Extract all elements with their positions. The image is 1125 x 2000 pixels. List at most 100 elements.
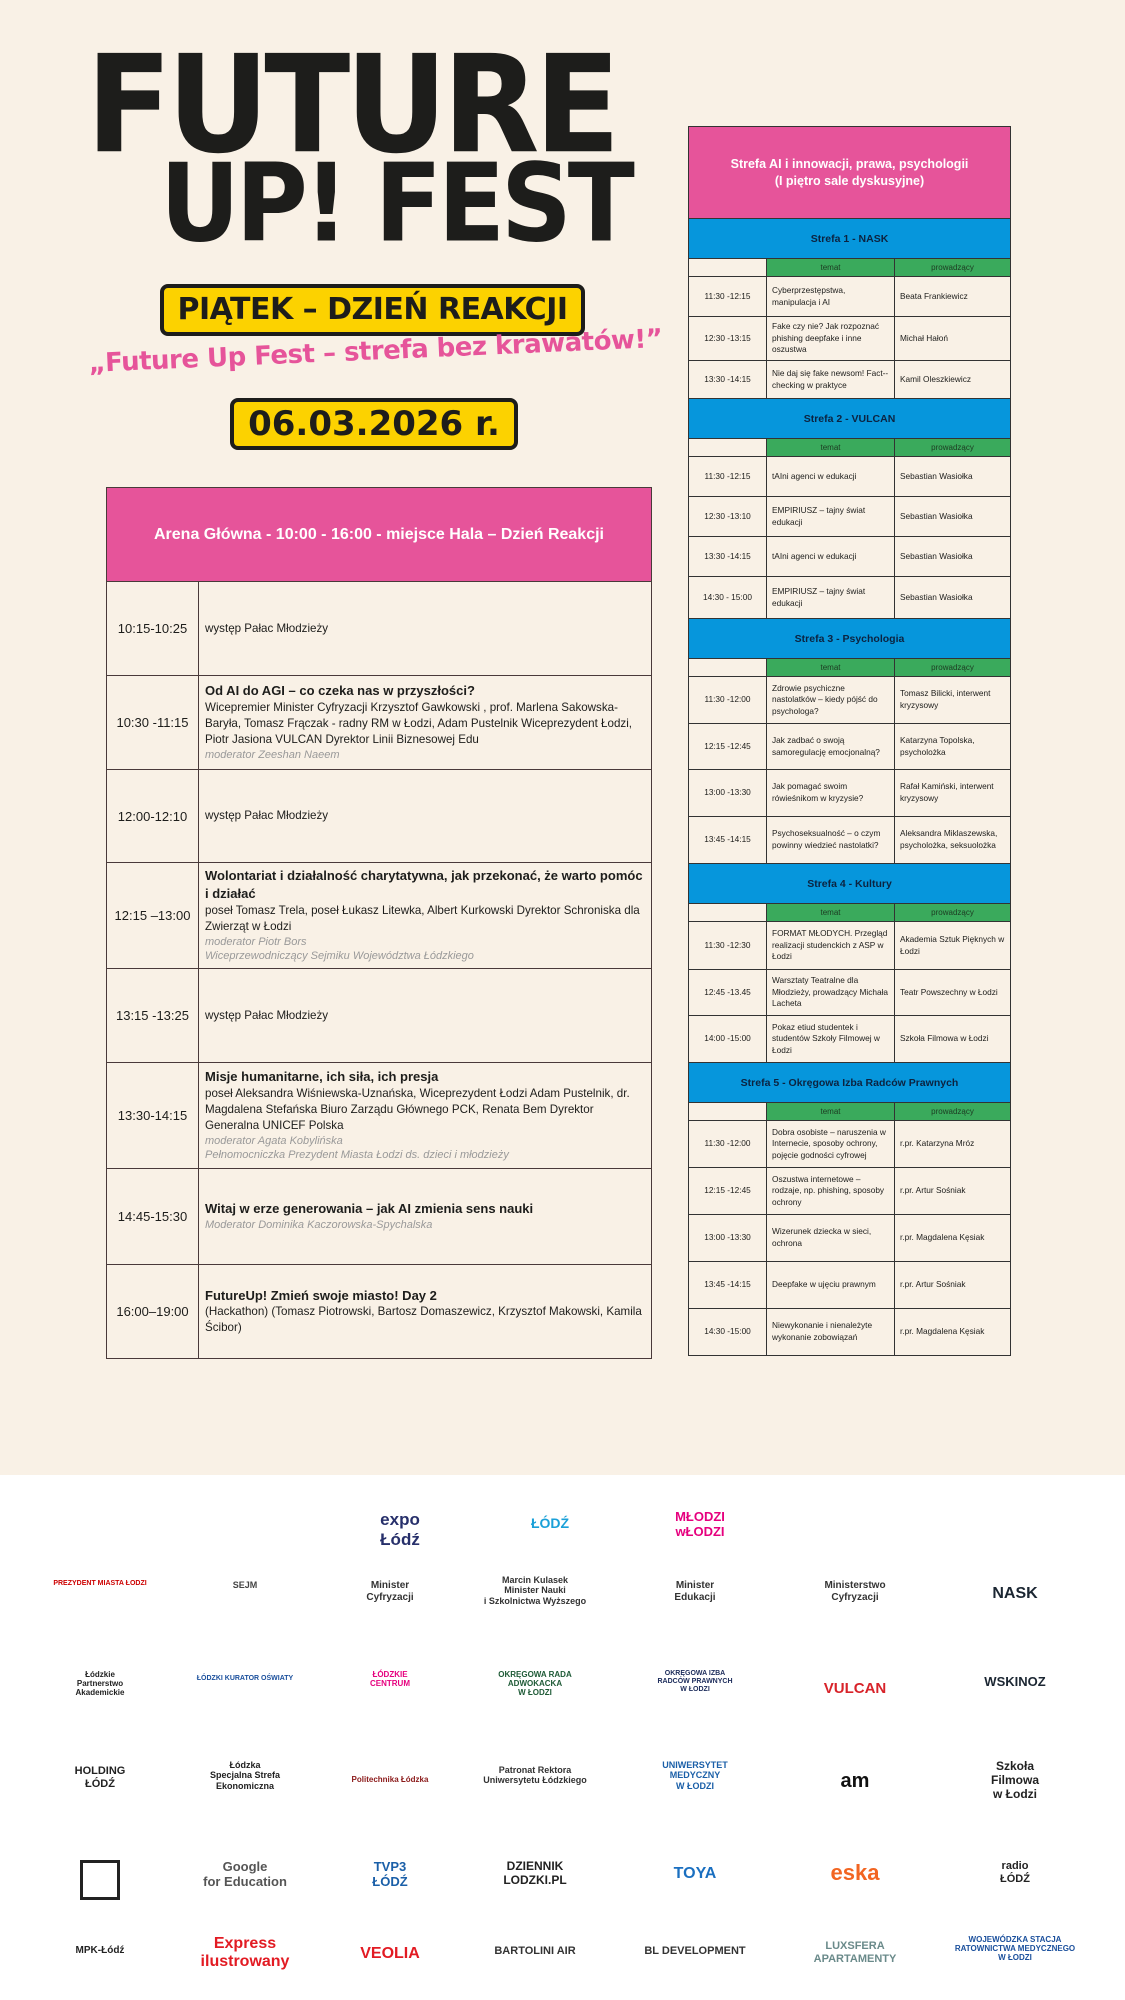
zone-session-time: 12:15 -12:45 xyxy=(704,1185,751,1196)
zone-row: 13:00 -13:30 Wizerunek dziecka w sieci, o… xyxy=(689,1215,1010,1262)
session-details: występ Pałac Młodzieży xyxy=(199,969,651,1062)
zone-session-host: Sebastian Wasiołka xyxy=(894,457,1010,496)
zone-row: 14:30 -15:00 Niewykonanie i nienależyte w… xyxy=(689,1309,1010,1355)
session-moderator: moderator Zeeshan Naeem xyxy=(205,749,340,762)
session-time: 16:00–19:00 xyxy=(107,1265,199,1358)
zone-session-host: r.pr. Magdalena Kęsiak xyxy=(894,1215,1010,1261)
partner-logo: Politechnika Łódzka xyxy=(351,1775,429,1784)
zone-session-topic: Warsztaty Teatralne dla Młodzieży, prowa… xyxy=(766,970,894,1015)
architecture-logo-icon xyxy=(80,1860,120,1900)
column-topic: temat xyxy=(766,259,894,276)
zone-session-time: 12:30 -13:10 xyxy=(704,510,751,521)
schedule-row: 10:30 -11:15 Od AI do AGI – co czeka nas … xyxy=(107,676,651,770)
partner-logo: VULCAN xyxy=(823,1680,887,1697)
zone-session-host: Aleksandra Miklaszewska, psycholożka, se… xyxy=(894,817,1010,863)
zone-row: 11:30 -12:00 Zdrowie psychiczne nastolatk… xyxy=(689,677,1010,724)
zone-row: 12:45 -13.45 Warsztaty Teatralne dla Młod… xyxy=(689,970,1010,1016)
day-label: PIĄTEK – DZIEŃ REAKCJI xyxy=(160,284,585,336)
session-title: Wolontariat i działalność charytatywna, … xyxy=(205,868,643,902)
zone-session-topic: Jak pomagać swoim rówieśnikom w kryzysie… xyxy=(766,770,894,816)
partner-logo: TVP3 ŁÓDŹ xyxy=(372,1859,408,1889)
zone-session-topic: FORMAT MŁODYCH. Przegląd realizacji stud… xyxy=(766,922,894,969)
zone-session-host: Sebastian Wasiołka xyxy=(894,537,1010,576)
session-details: występ Pałac Młodzieży xyxy=(199,770,651,862)
zone-session-host: Kamil Oleszkiewicz xyxy=(894,361,1010,398)
zone-row: 11:30 -12:00 Dobra osobiste – naruszenia … xyxy=(689,1121,1010,1168)
partner-logo: TOYA xyxy=(673,1865,717,1882)
zone-column-headers: temat prowadzący xyxy=(689,659,1010,677)
zone-session-topic: Niewykonanie i nienależyte wykonanie zob… xyxy=(766,1309,894,1355)
zone-session-host: Sebastian Wasiołka xyxy=(894,497,1010,536)
zone-session-time: 13:00 -13:30 xyxy=(704,1232,751,1243)
partner-logo: NASK xyxy=(992,1585,1038,1602)
zone-session-topic: Zdrowie psychiczne nastolatków – kiedy p… xyxy=(766,677,894,723)
zone-session-host: r.pr. Magdalena Kęsiak xyxy=(894,1309,1010,1355)
zone-session-topic: tAIni agenci w edukacji xyxy=(766,457,894,496)
partner-logo: ŁÓDZKI KURATOR OŚWIATY xyxy=(196,1675,294,1682)
zone-session-time: 11:30 -12:15 xyxy=(704,290,751,301)
zone-row: 12:30 -13:15 Fake czy nie? Jak rozpoznać … xyxy=(689,317,1010,361)
session-title: Misje humanitarne, ich siła, ich presja xyxy=(205,1069,439,1085)
moderator-role: Wiceprzewodniczący Sejmiku Województwa Ł… xyxy=(205,950,474,963)
zone-header: Strefa 2 - VULCAN xyxy=(689,399,1010,439)
zone-session-host: Katarzyna Topolska, psycholożka xyxy=(894,724,1010,769)
session-time: 12:15 –13:00 xyxy=(107,863,199,968)
schedule-row: 12:15 –13:00 Wolontariat i działalność ch… xyxy=(107,863,651,969)
zone-session-time: 14:00 -15:00 xyxy=(704,1033,751,1044)
zone-session-host: Szkoła Filmowa w Łodzi xyxy=(894,1016,1010,1062)
session-time: 13:15 -13:25 xyxy=(107,969,199,1062)
main-stage-schedule: Arena Główna - 10:00 - 16:00 - miejsce H… xyxy=(106,487,652,1359)
partner-logo: BARTOLINI AIR xyxy=(494,1945,576,1957)
zone-row: 11:30 -12:15 Cyberprzestępstwa, manipulac… xyxy=(689,277,1010,317)
partner-logo: SEJM xyxy=(232,1580,258,1590)
zone-header: Strefa 1 - NASK xyxy=(689,219,1010,259)
partner-logo: Express ilustrowany xyxy=(200,1935,290,1971)
session-speakers: poseł Aleksandra Wiśniewska-Uznańska, Wi… xyxy=(205,1087,630,1133)
zone-column-headers: temat prowadzący xyxy=(689,904,1010,922)
session-speakers: występ Pałac Młodzieży xyxy=(205,1008,329,1022)
zone-session-time: 13:30 -14:15 xyxy=(704,373,751,384)
event-date: 06.03.2026 r. xyxy=(230,398,518,450)
zone-session-host: Beata Frankiewicz xyxy=(894,277,1010,316)
zone-session-host: Rafał Kamiński, interwent kryzysowy xyxy=(894,770,1010,816)
schedule-row: 14:45-15:30 Witaj w erze generowania – ja… xyxy=(107,1169,651,1265)
zone-session-topic: Wizerunek dziecka w sieci, ochrona xyxy=(766,1215,894,1261)
zone-column-headers: temat prowadzący xyxy=(689,439,1010,457)
session-title: Witaj w erze generowania – jak AI zmieni… xyxy=(205,1201,534,1217)
event-title-line2: UP! FEST xyxy=(160,141,635,267)
zone-session-time: 11:30 -12:00 xyxy=(704,694,751,705)
schedule-row: 16:00–19:00 FutureUp! Zmień swoje miasto!… xyxy=(107,1265,651,1358)
partner-logo: Marcin Kulasek Minister Nauki i Szkolnic… xyxy=(483,1575,587,1606)
partner-logo: PREZYDENT MIASTA ŁODZI xyxy=(53,1580,147,1587)
session-details: Misje humanitarne, ich siła, ich presja p… xyxy=(199,1063,651,1168)
zone-column-headers: temat prowadzący xyxy=(689,1103,1010,1121)
zone-session-topic: Fake czy nie? Jak rozpoznać phishing dee… xyxy=(766,317,894,360)
partner-logo: eska xyxy=(830,1860,880,1885)
zone-session-topic: Dobra osobiste – naruszenia w Internecie… xyxy=(766,1121,894,1167)
event-title-line1: FUTURE xyxy=(86,27,621,184)
column-topic: temat xyxy=(766,659,894,676)
session-title: FutureUp! Zmień swoje miasto! Day 2 xyxy=(205,1287,437,1303)
partner-logos: expo Łódź ŁÓDŹ MŁODZI wŁODZI PREZYDENT MIAS… xyxy=(0,1475,1125,2000)
partner-logo: DZIENNIK LODZKI.PL xyxy=(503,1859,567,1887)
partner-logo: Minister Edukacji xyxy=(674,1580,716,1603)
session-details: Wolontariat i działalność charytatywna, … xyxy=(199,863,651,968)
zone-row: 14:30 - 15:00 EMPIRIUSZ – tajny świat edu… xyxy=(689,577,1010,619)
session-time: 10:30 -11:15 xyxy=(107,676,199,769)
main-stage-title: Arena Główna - 10:00 - 16:00 - miejsce H… xyxy=(107,488,651,582)
session-time: 10:15-10:25 xyxy=(107,582,199,675)
partner-logo: LUXSFERA APARTAMENTY xyxy=(813,1940,897,1965)
session-speakers: Wicepremier Minister Cyfryzacji Krzyszto… xyxy=(205,701,632,747)
session-speakers: występ Pałac Młodzieży xyxy=(205,809,329,822)
partner-logo: VEOLIA xyxy=(360,1945,420,1962)
partner-logo: OKRĘGOWA IZBA RADCÓW PRAWNYCH W ŁODZI xyxy=(657,1670,733,1694)
zone-row: 13:00 -13:30 Jak pomagać swoim rówieśniko… xyxy=(689,770,1010,817)
session-time: 13:30-14:15 xyxy=(107,1063,199,1168)
zone-session-time: 14:30 - 15:00 xyxy=(703,591,752,602)
zone-row: 13:30 -14:15 Nie daj się fake newsom! Fac… xyxy=(689,361,1010,399)
partner-logo: Łódzkie Partnerstwo Akademickie xyxy=(75,1670,125,1698)
column-host: prowadzący xyxy=(894,259,1010,276)
zone-session-topic: Jak zadbać o swoją samoregulację emocjon… xyxy=(766,724,894,769)
zone-session-host: Sebastian Wasiołka xyxy=(894,577,1010,618)
zone-row: 14:00 -15:00 Pokaz etiud studentek i stud… xyxy=(689,1016,1010,1063)
